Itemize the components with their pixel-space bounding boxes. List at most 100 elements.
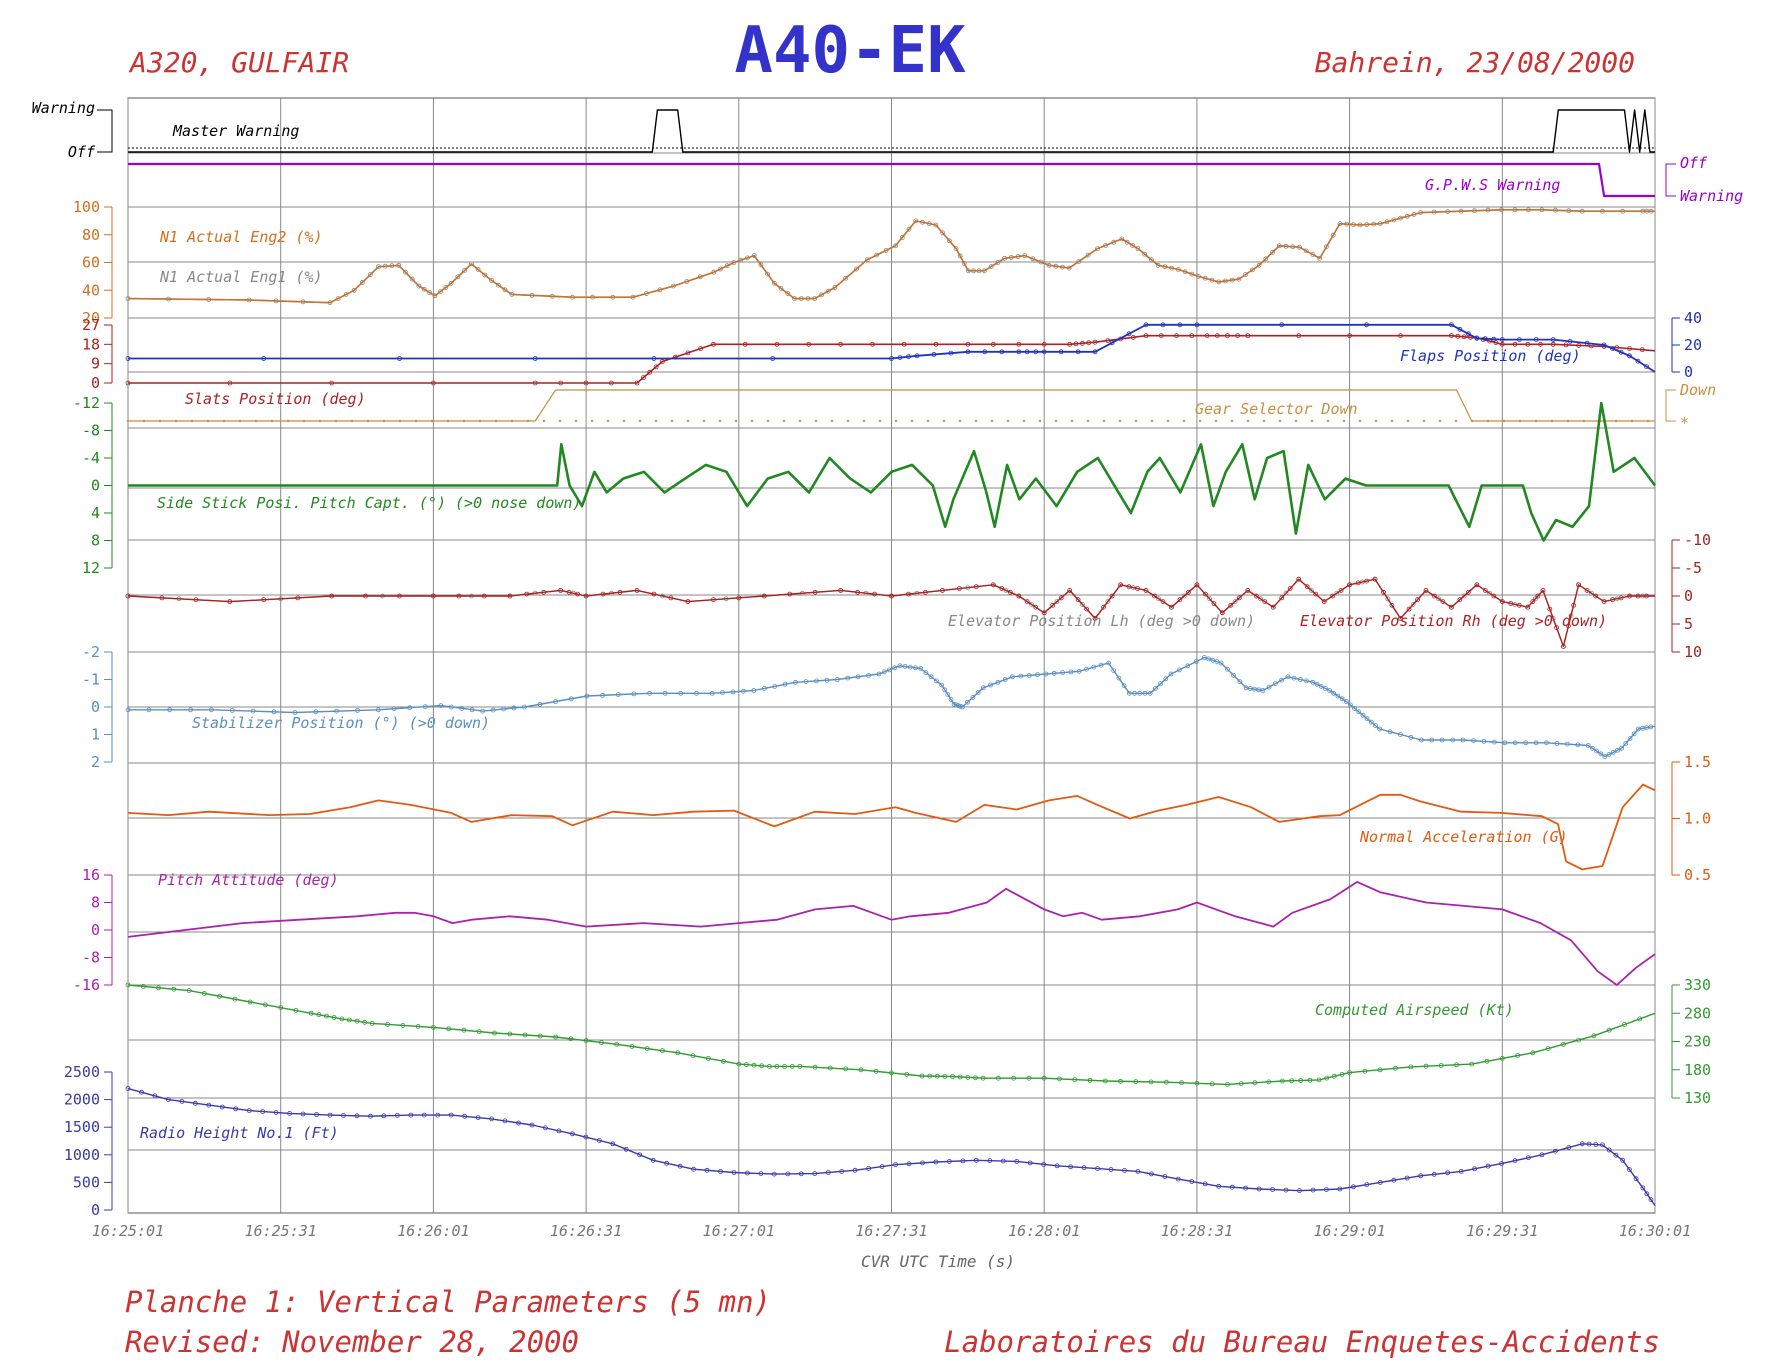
airspeed-line-marker xyxy=(957,1074,963,1080)
airspeed-line-marker xyxy=(492,1030,497,1036)
airspeed-line-marker xyxy=(705,1056,711,1061)
airspeed-line-marker xyxy=(568,1036,574,1042)
stabilizer-line-marker xyxy=(1225,666,1230,672)
slats-line-marker xyxy=(711,341,716,347)
elevator-rh-line-marker xyxy=(999,586,1005,591)
radio-height-line-marker xyxy=(1297,1188,1302,1194)
elevator-tick-label: -10 xyxy=(1684,531,1711,549)
radio-height-line-marker xyxy=(1640,1185,1646,1191)
pitch-tick-label: 8 xyxy=(91,894,100,912)
radio-height-line-marker xyxy=(1000,1158,1006,1164)
radio-height-line-marker xyxy=(1189,1179,1195,1184)
elevator-rh-line-marker xyxy=(711,597,716,603)
stabilizer-line-marker xyxy=(1387,729,1393,735)
elevator-rh-line-marker xyxy=(1245,588,1251,593)
gear-bracket xyxy=(1665,389,1676,422)
radio-height-line-marker xyxy=(489,1116,495,1122)
elevator-rh-line-marker xyxy=(1571,602,1576,608)
gear-dot xyxy=(814,419,818,423)
gear-dot xyxy=(1118,419,1122,423)
radio-height-tick-label: 2500 xyxy=(64,1063,100,1081)
airspeed-line-marker xyxy=(873,1068,879,1074)
stabilizer-line-marker xyxy=(1429,737,1435,743)
gear-dot xyxy=(1502,419,1506,423)
slats-line-marker xyxy=(1461,334,1467,340)
elevator-rh-line-marker xyxy=(872,591,877,597)
stabilizer-line-marker xyxy=(995,679,1001,685)
airspeed-line-marker xyxy=(996,1075,1001,1081)
stabilizer-line-marker xyxy=(1279,677,1284,683)
airspeed-line-marker xyxy=(1298,1078,1304,1083)
radio-height-tick-label: 1500 xyxy=(64,1118,100,1136)
gear-dot xyxy=(510,419,514,423)
n1-eng1-line-marker xyxy=(906,226,912,232)
x-tick-label: 16:29:31 xyxy=(1466,1222,1538,1240)
elevator-rh-line-marker xyxy=(481,593,487,599)
gear-dot xyxy=(254,419,258,423)
gear-dot xyxy=(446,419,450,423)
radio-height-line-marker xyxy=(650,1157,656,1163)
lab-label: Laboratoires du Bureau Enquetes-Accident… xyxy=(944,1325,1660,1359)
elevator-lh-line-marker xyxy=(1232,599,1238,604)
airspeed-line-marker xyxy=(201,991,207,996)
gear-dot xyxy=(702,419,706,423)
n1-eng1-line-marker xyxy=(1256,262,1262,268)
n1-eng1-line-marker xyxy=(874,252,880,258)
gear-dot xyxy=(1646,419,1650,423)
radio-height-line-marker xyxy=(435,1112,441,1118)
stabilizer-line-marker xyxy=(1373,723,1378,728)
stabilizer-line-marker xyxy=(1121,683,1127,689)
stabilizer-line-marker xyxy=(459,706,465,711)
elevator-rh-line-marker xyxy=(1228,602,1234,608)
slats-line-marker xyxy=(1067,341,1073,347)
stabilizer-line-marker xyxy=(292,710,298,715)
stabilizer-line-marker xyxy=(1272,681,1278,686)
radio-height-line-marker xyxy=(556,1128,562,1134)
n1-eng2-label: N1 Actual Eng2 (%) xyxy=(159,228,323,246)
radio-height-line-marker xyxy=(448,1112,454,1118)
elevator-rh-line-marker xyxy=(1203,591,1208,597)
radio-height-tick-label: 0 xyxy=(91,1201,100,1219)
airspeed-line-marker xyxy=(1545,1046,1551,1051)
elevator-rh-line-marker xyxy=(1355,580,1361,586)
stabilizer-line-marker xyxy=(965,699,970,705)
slats-line-marker xyxy=(1449,333,1454,339)
n1-eng1-line-marker xyxy=(335,296,341,302)
grid xyxy=(127,97,1656,1214)
normal-acc-label: Normal Acceleration (G) xyxy=(1359,828,1568,846)
radio-height-line-marker xyxy=(610,1141,616,1147)
elevator-rh-line-marker xyxy=(1415,597,1420,603)
axis-layer: Warning Off Master Warning Off Warning G.P.W.… xyxy=(32,99,1743,1219)
stabilizer-tick-label: 1 xyxy=(91,726,100,744)
airspeed-line-marker xyxy=(1499,1056,1505,1061)
elevator-lh-line-marker xyxy=(1410,602,1416,607)
elevator-rh-line-marker xyxy=(261,597,267,603)
slats-tick-label: 9 xyxy=(91,355,100,373)
elevator-rh-line-marker xyxy=(1423,588,1429,593)
gear-dot xyxy=(1566,419,1570,423)
elevator-rh-line-marker xyxy=(1135,586,1140,591)
gear-label: Gear Selector Down xyxy=(1195,400,1358,418)
radio-height-line-marker xyxy=(1633,1176,1639,1182)
stabilizer-line-marker xyxy=(1492,739,1497,745)
stabilizer-line-marker xyxy=(1018,673,1024,679)
airspeed-tick-label: 180 xyxy=(1684,1061,1711,1079)
stabilizer-line-marker xyxy=(678,690,684,696)
n1-eng1-line-marker xyxy=(1270,249,1275,255)
airspeed-line-marker xyxy=(1209,1081,1215,1087)
slats-line-marker xyxy=(1563,342,1569,348)
elevator-rh-line-marker xyxy=(1084,606,1089,612)
n1-eng1-line-marker xyxy=(482,272,488,278)
radio-height-line-marker xyxy=(570,1131,575,1137)
airspeed-line-marker xyxy=(583,1038,589,1044)
flaps-tick-label: 20 xyxy=(1684,336,1702,354)
elevator-rh-line-marker xyxy=(1466,589,1471,595)
elevator-rh-line-marker xyxy=(1270,604,1276,610)
stabilizer-line-marker xyxy=(980,685,986,691)
radio-height-line-marker xyxy=(367,1113,373,1119)
gear-dot xyxy=(334,419,338,423)
airspeed-line-marker xyxy=(812,1064,818,1070)
stabilizer-line-marker xyxy=(1348,702,1353,708)
stabilizer-line-marker xyxy=(1076,668,1082,674)
